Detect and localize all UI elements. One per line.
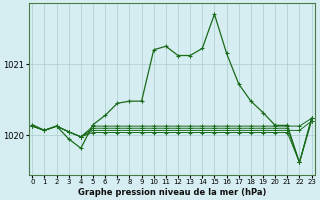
X-axis label: Graphe pression niveau de la mer (hPa): Graphe pression niveau de la mer (hPa): [78, 188, 266, 197]
